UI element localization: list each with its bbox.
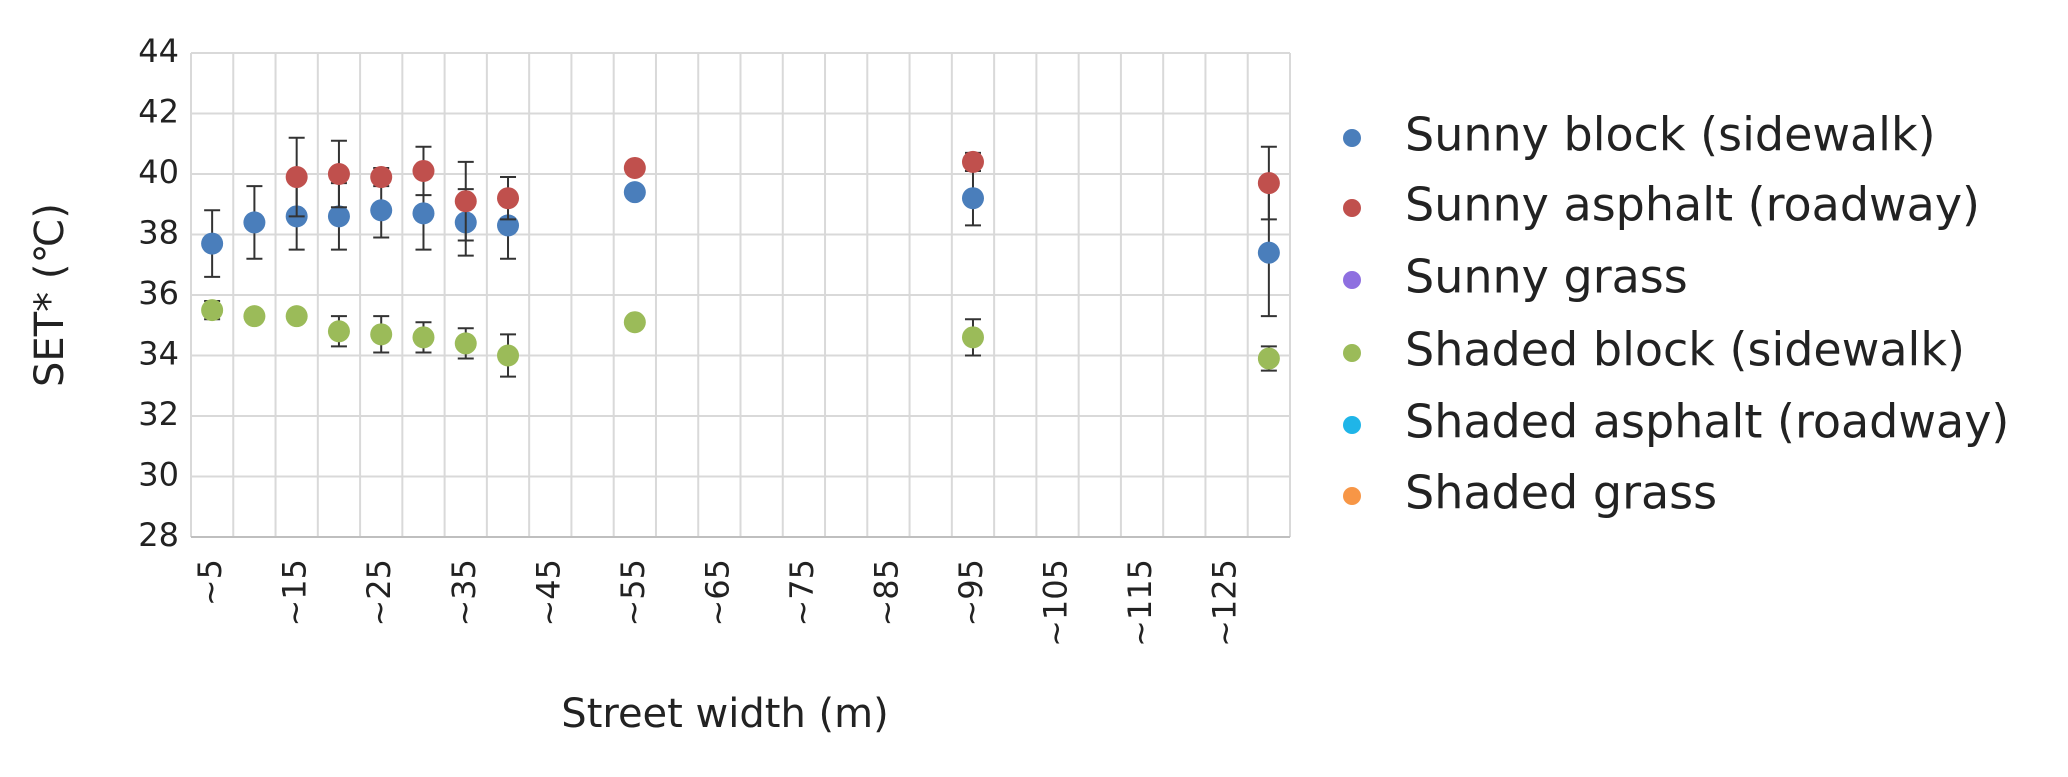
legend-marker (1343, 487, 1361, 505)
x-tick-label: ~75 (783, 559, 821, 627)
x-tick-label: ~65 (698, 559, 736, 627)
y-tick-label: 28 (138, 516, 179, 554)
x-tick-label: ~105 (1037, 559, 1075, 647)
point (1257, 347, 1280, 370)
y-tick-label: 38 (138, 214, 179, 252)
point (961, 326, 984, 349)
point (412, 159, 435, 182)
x-tick-label: ~125 (1206, 559, 1244, 647)
point (412, 202, 435, 225)
legend-marker (1343, 271, 1361, 289)
point (285, 166, 308, 189)
y-tick-label: 42 (138, 93, 179, 131)
point (454, 332, 477, 355)
point (961, 187, 984, 210)
y-tick-label: 36 (138, 274, 179, 312)
point (327, 163, 350, 185)
y-tick-label: 40 (138, 153, 179, 191)
legend-marker (1343, 199, 1361, 217)
point (623, 181, 646, 204)
point (327, 205, 350, 228)
y-tick-label: 30 (138, 456, 179, 494)
legend-label: Sunny asphalt (roadway) (1405, 178, 1980, 232)
x-tick-label: ~85 (867, 559, 905, 627)
x-tick-label: ~45 (529, 559, 567, 627)
legend-label: Shaded grass (1405, 466, 1717, 520)
point (201, 299, 224, 322)
point (370, 323, 393, 346)
legend-label: Shaded asphalt (roadway) (1405, 395, 2009, 449)
point (285, 305, 308, 328)
point (327, 320, 350, 343)
x-tick-label: ~95 (952, 559, 990, 627)
point (1257, 241, 1280, 264)
point (497, 187, 520, 210)
point (1257, 172, 1280, 195)
y-tick-label: 44 (138, 32, 179, 70)
point (412, 326, 435, 349)
point (243, 211, 266, 234)
point (201, 232, 224, 255)
y-tick-label: 34 (138, 335, 179, 373)
point (370, 199, 393, 222)
y-axis-title: SET* (℃) (27, 203, 73, 387)
legend-marker (1343, 344, 1361, 362)
point (961, 150, 984, 173)
legend-marker (1343, 416, 1361, 434)
x-tick-label: ~35 (445, 559, 483, 627)
legend-label: Sunny grass (1405, 250, 1688, 304)
point (497, 344, 520, 367)
point (623, 311, 646, 334)
point (454, 190, 477, 213)
point (370, 166, 393, 189)
legend-label: Sunny block (sidewalk) (1405, 108, 1936, 162)
x-tick-label: ~115 (1121, 559, 1159, 647)
x-tick-label: ~5 (191, 559, 229, 606)
x-tick-label: ~25 (360, 559, 398, 627)
point (623, 156, 646, 179)
legend-label: Shaded block (sidewalk) (1405, 323, 1965, 377)
legend-marker (1343, 129, 1361, 147)
y-tick-label: 32 (138, 395, 179, 433)
x-axis-title: Street width (m) (561, 691, 888, 737)
x-tick-label: ~15 (276, 559, 314, 627)
x-tick-label: ~55 (614, 559, 652, 627)
point (243, 305, 266, 328)
